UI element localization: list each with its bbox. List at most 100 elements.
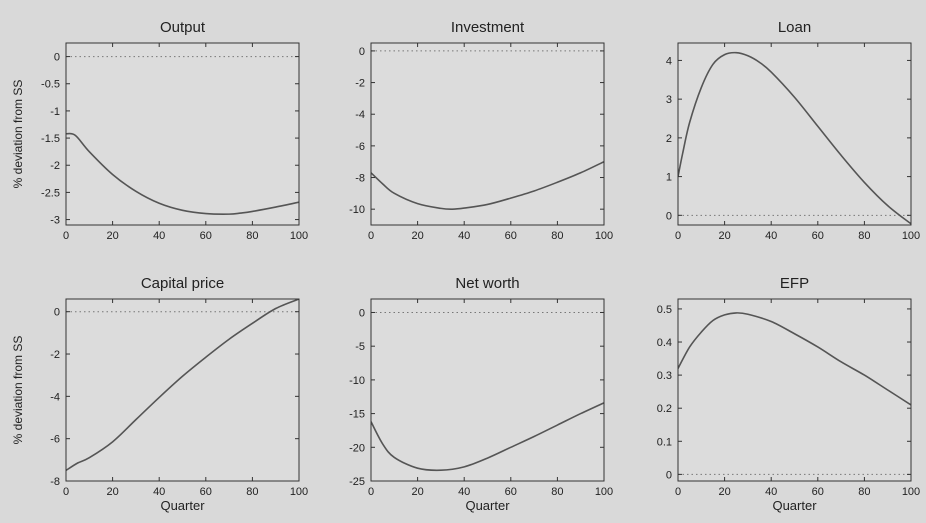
- x-tick-label: 80: [246, 486, 258, 498]
- y-tick-label: -4: [50, 391, 60, 403]
- plot-frame: [65, 42, 300, 226]
- series-line: [678, 312, 911, 406]
- x-tick-label: 80: [246, 230, 258, 242]
- y-tick-label: 0: [359, 307, 365, 319]
- y-tick-label: 0.3: [657, 370, 672, 382]
- y-tick-label: -1.5: [41, 133, 60, 145]
- y-tick-label: -5: [355, 341, 365, 353]
- series-line: [371, 160, 604, 211]
- x-axis-label: Quarter: [160, 498, 205, 513]
- panel-title: Investment: [451, 19, 525, 36]
- y-tick-label: -10: [349, 204, 365, 216]
- x-tick-label: 0: [675, 230, 681, 242]
- panel-investment: 0 20 40 60 80 100 0 -2 -4 -6 -8 -10 Investment: [349, 19, 613, 242]
- x-tick-label: 40: [765, 486, 777, 498]
- x-tick-label: 0: [368, 486, 374, 498]
- y-tick-label: -2: [50, 349, 60, 361]
- y-tick-label: -1: [50, 106, 60, 118]
- x-tick-label: 80: [858, 230, 870, 242]
- y-tick-label: 0: [359, 46, 365, 58]
- plot-area: [371, 299, 604, 481]
- y-tick-label: -3: [50, 215, 60, 227]
- plot-area: [678, 43, 911, 225]
- y-tick-label: -25: [349, 476, 365, 488]
- x-tick-label: 20: [718, 486, 730, 498]
- x-axis-label: Quarter: [772, 498, 817, 513]
- plot-area: [66, 299, 299, 481]
- x-tick-label: 0: [63, 486, 69, 498]
- series-line: [66, 299, 299, 472]
- x-tick-label: 40: [153, 230, 165, 242]
- x-tick-label: 100: [290, 230, 308, 242]
- y-tick-label: -15: [349, 409, 365, 421]
- x-tick-label: 20: [718, 230, 730, 242]
- x-tick-label: 100: [902, 486, 920, 498]
- y-tick-label: -4: [355, 109, 365, 121]
- y-tick-label: 1: [666, 172, 672, 184]
- y-tick-label: -8: [355, 173, 365, 185]
- panel-title: Net worth: [455, 275, 519, 292]
- y-tick-label: 0.5: [657, 304, 672, 316]
- y-tick-label: -0.5: [41, 79, 60, 91]
- y-tick-label: 0: [666, 469, 672, 481]
- y-tick-label: -8: [50, 476, 60, 488]
- y-tick-label: 4: [666, 55, 672, 67]
- x-tick-label: 100: [595, 230, 613, 242]
- y-axis-label: % deviation from SS: [11, 336, 25, 445]
- series-line: [66, 132, 299, 215]
- x-tick-label: 60: [505, 486, 517, 498]
- x-tick-label: 80: [551, 230, 563, 242]
- y-axis-label: % deviation from SS: [11, 80, 25, 189]
- panel-net-worth: 0 20 40 60 80 100 0 -5 -10 -15 -20 -25 Net worth Quar…: [349, 275, 613, 513]
- panel-title: Loan: [778, 19, 811, 36]
- y-tick-label: -6: [355, 141, 365, 153]
- y-tick-label: -2: [355, 78, 365, 90]
- y-tick-label: -2: [50, 160, 60, 172]
- x-tick-label: 60: [812, 230, 824, 242]
- x-tick-label: 80: [551, 486, 563, 498]
- plot-frame: [677, 298, 912, 482]
- panel-title: Output: [160, 19, 206, 36]
- y-tick-label: 0: [666, 210, 672, 222]
- x-tick-label: 60: [812, 486, 824, 498]
- plot-frame: [370, 298, 605, 482]
- y-tick-label: -6: [50, 434, 60, 446]
- panel-efp: 0 20 40 60 80 100 0 0.1 0.2 0.3 0.4 0.5 EFP Quarter: [657, 275, 920, 513]
- plot-frame: [65, 298, 300, 482]
- x-tick-label: 40: [458, 486, 470, 498]
- panel-loan: 0 20 40 60 80 100 0 1 2 3 4 Loan: [666, 19, 920, 242]
- x-tick-label: 60: [505, 230, 517, 242]
- plot-frame: [370, 42, 605, 226]
- series-line: [678, 51, 911, 225]
- x-tick-label: 100: [290, 486, 308, 498]
- y-tick-label: 0: [54, 52, 60, 64]
- x-tick-label: 40: [765, 230, 777, 242]
- x-tick-label: 20: [106, 486, 118, 498]
- panel-output: 0 20 40 60 80 100 0 -0.5 -1 -1.5 -2 -2.5 -3 Output % d…: [11, 19, 308, 242]
- y-tick-label: 0.1: [657, 436, 672, 448]
- x-tick-label: 0: [63, 230, 69, 242]
- plot-area: [66, 43, 299, 225]
- y-tick-label: 2: [666, 133, 672, 145]
- x-tick-label: 20: [411, 486, 423, 498]
- plot-area: [678, 299, 911, 481]
- x-tick-label: 0: [368, 230, 374, 242]
- y-tick-label: -20: [349, 442, 365, 454]
- x-tick-label: 60: [200, 230, 212, 242]
- x-tick-label: 20: [411, 230, 423, 242]
- y-tick-label: 3: [666, 94, 672, 106]
- x-tick-label: 20: [106, 230, 118, 242]
- y-tick-label: 0.4: [657, 337, 672, 349]
- panel-title: Capital price: [141, 275, 224, 292]
- x-axis-label: Quarter: [465, 498, 510, 513]
- y-tick-label: 0.2: [657, 403, 672, 415]
- plot-area: [371, 43, 604, 225]
- y-tick-label: -10: [349, 375, 365, 387]
- panel-capital-price: 0 20 40 60 80 100 0 -2 -4 -6 -8 Capital price Quarte…: [11, 275, 308, 513]
- y-tick-label: 0: [54, 307, 60, 319]
- series-line: [371, 402, 604, 472]
- x-tick-label: 40: [153, 486, 165, 498]
- x-tick-label: 100: [902, 230, 920, 242]
- x-tick-label: 100: [595, 486, 613, 498]
